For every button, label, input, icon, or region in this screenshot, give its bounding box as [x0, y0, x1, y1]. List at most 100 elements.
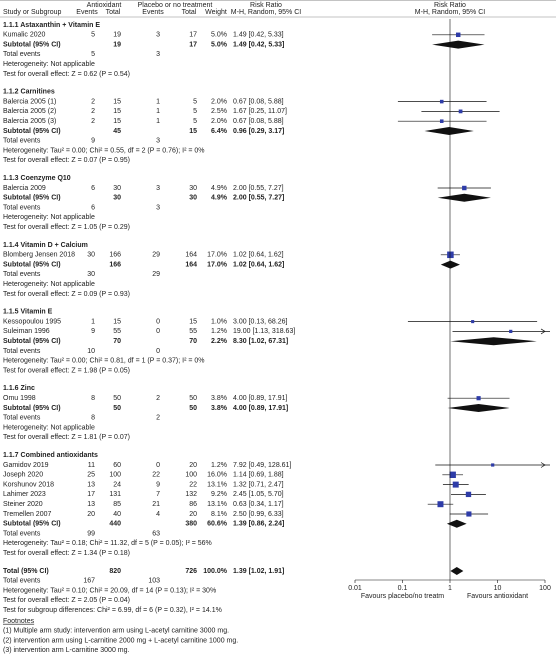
effect-ci: 7.92 [0.49, 128.61]: [233, 462, 291, 469]
weight: 1.2%: [211, 462, 227, 469]
header-group: Antioxidant: [87, 2, 122, 9]
study-marker: [491, 463, 495, 467]
total: 15: [113, 118, 121, 125]
header-total: Total: [106, 9, 121, 16]
weight: 3.8%: [211, 405, 228, 412]
weight: 17.0%: [207, 252, 227, 259]
study-name: Kessopoulou 1995: [3, 318, 61, 325]
effect-ci: 1.14 [0.69, 1.88]: [233, 472, 284, 479]
total: 20: [189, 462, 197, 469]
study-name: Lahimer 2023: [3, 491, 46, 498]
study-marker: [462, 185, 467, 191]
study-marker: [439, 99, 444, 104]
effect-ci: 1.49 [0.42, 5.33]: [233, 32, 284, 39]
total: 60: [113, 462, 121, 469]
events: 20: [87, 511, 95, 518]
overall-effect: Test for overall effect: Z = 1.34 (P = 0…: [3, 550, 130, 557]
study-name: Blomberg Jensen 2018: [3, 252, 75, 259]
study-marker: [476, 396, 481, 401]
header-events: Events: [76, 9, 98, 16]
pooled-diamond: [440, 260, 460, 269]
header-method: M-H, Random, 95% CI: [231, 9, 301, 16]
events: 9: [91, 138, 95, 145]
x-tick-label: 1: [448, 585, 452, 592]
events: 103: [148, 578, 160, 585]
pooled-diamond: [450, 337, 537, 346]
header-study: Study or Subgroup: [3, 9, 61, 16]
pooled-diamond: [432, 40, 485, 49]
study-marker: [452, 481, 459, 488]
events: 2: [91, 98, 95, 105]
total: 820: [109, 568, 121, 575]
pooled-diamond: [447, 404, 510, 412]
total: 5: [193, 98, 197, 105]
study-marker: [437, 501, 444, 508]
heterogeneity: Heterogeneity: Not applicable: [3, 424, 95, 431]
effect-ci: 0.63 [0.34, 1.17]: [233, 501, 284, 508]
effect-ci: 1.02 [0.64, 1.62]: [233, 261, 284, 268]
weight: 9.2%: [211, 491, 227, 498]
weight: 2.2%: [211, 338, 228, 345]
header-events: Events: [142, 9, 164, 16]
overall-effect: Test for overall effect: Z = 0.09 (P = 0…: [3, 291, 130, 298]
weight: 6.4%: [211, 128, 228, 135]
pooled-diamond: [424, 127, 474, 135]
events: 8: [91, 415, 95, 422]
effect-ci: 1.39 [1.02, 1.91]: [233, 568, 284, 575]
effect-ci: 3.00 [0.13, 68.26]: [233, 318, 288, 325]
total: 132: [185, 491, 197, 498]
total: 30: [189, 195, 197, 202]
subtotal-label: Subtotal (95% CI): [3, 405, 61, 412]
total-events-label: Total events: [3, 415, 41, 422]
effect-ci: 0.67 [0.08, 5.88]: [233, 98, 284, 105]
events: 2: [156, 395, 160, 402]
total: 166: [109, 252, 121, 259]
weight: 2.0%: [211, 118, 227, 125]
heterogeneity: Heterogeneity: Not applicable: [3, 214, 95, 221]
events: 3: [156, 32, 160, 39]
events: 11: [88, 462, 95, 469]
effect-ci: 1.49 [0.42, 5.33]: [233, 41, 284, 48]
total: 55: [189, 328, 197, 335]
events: 9: [156, 481, 160, 488]
total: 15: [113, 318, 121, 325]
effect-ci: 1.02 [0.64, 1.62]: [233, 252, 284, 259]
subgroup-title: 1.1.5 Vitamin E: [3, 309, 53, 316]
events: 17: [87, 491, 95, 498]
events: 1: [156, 118, 160, 125]
total: 100: [185, 472, 197, 479]
events: 7: [156, 491, 160, 498]
effect-ci: 0.96 [0.29, 3.17]: [233, 128, 284, 135]
study-name: Omu 1998: [3, 395, 36, 402]
footnote: (1) Multiple arm study: intervention arm…: [3, 628, 229, 635]
ci-arrow: [540, 462, 546, 468]
heterogeneity: Heterogeneity: Tau² = 0.18; Chi² = 11.32…: [3, 540, 212, 547]
events: 3: [156, 51, 160, 58]
effect-ci: 1.32 [0.71, 2.47]: [233, 481, 284, 488]
effect-ci: 2.45 [1.05, 5.70]: [233, 491, 284, 498]
events: 0: [156, 318, 160, 325]
events: 2: [156, 415, 160, 422]
weight: 100.0%: [203, 568, 228, 575]
events: 167: [83, 578, 95, 585]
pooled-diamond: [437, 193, 491, 202]
total: 70: [113, 338, 121, 345]
events: 0: [156, 328, 160, 335]
total: 19: [113, 32, 121, 39]
events: 63: [152, 530, 160, 537]
total: 20: [189, 511, 197, 518]
weight: 5.0%: [211, 32, 227, 39]
total: 30: [189, 185, 197, 192]
total: 70: [189, 338, 197, 345]
total: 5: [193, 118, 197, 125]
total: 85: [113, 501, 121, 508]
total: 15: [113, 108, 121, 115]
events: 22: [152, 472, 160, 479]
study-marker: [439, 119, 444, 123]
study-name: Balercia 2005 (1): [3, 98, 56, 105]
events: 30: [87, 252, 95, 259]
effect-ci: 0.67 [0.08, 5.88]: [233, 118, 284, 125]
heterogeneity: Heterogeneity: Not applicable: [3, 61, 95, 68]
